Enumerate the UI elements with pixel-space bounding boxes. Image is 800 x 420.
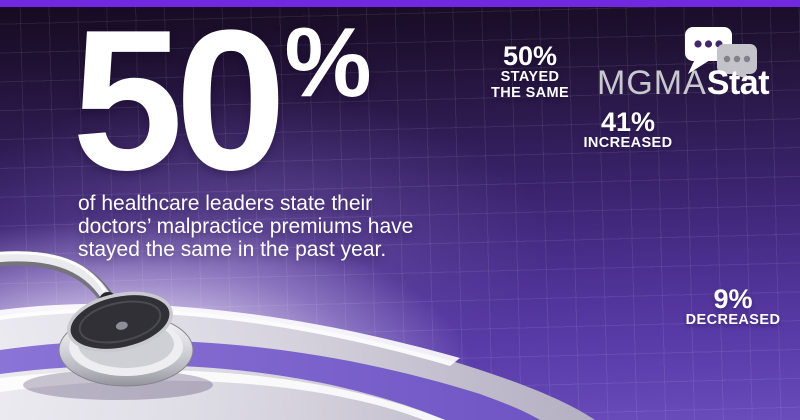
speech-bubbles-icon (685, 27, 757, 81)
logo-product-text: Stat (706, 64, 770, 102)
headline: 50 % of healthcare leaders state their d… (72, 0, 413, 262)
bar-group-stayed-the-same: 50% STAYED THE SAME (455, 42, 605, 385)
bar-increased (595, 158, 661, 385)
headline-subtext-line-1: of healthcare leaders state their (78, 192, 373, 215)
headline-subtext-line-2: doctors’ malpractice premiums have (78, 215, 414, 238)
bar-value-label: 9% (713, 283, 753, 314)
logo-brand-text: MGMA (597, 64, 707, 102)
bar-category-label: DECREASED (685, 311, 781, 328)
bar-category-label: THE SAME (490, 84, 570, 101)
gray-speech-bubble-icon (717, 44, 757, 81)
headline-big-number: 50 (72, 0, 286, 212)
bar-value-label: 50% (502, 41, 558, 71)
headline-subtext: of healthcare leaders state their doctor… (78, 192, 413, 261)
bar-value-label: 41% (600, 106, 656, 137)
bar-category-label: STAYED (500, 69, 560, 85)
top-accent-bar (0, 0, 800, 7)
headline-subtext-line-3: stayed the same in the past year. (78, 238, 387, 261)
mgma-stat-logo: MGMAStat (585, 15, 800, 105)
bar-group-decreased: 9% DECREASED (658, 285, 800, 386)
bar-group-increased: 41% INCREASED (553, 108, 703, 386)
bar-decreased (700, 335, 766, 385)
headline-percent-sign: % (284, 7, 372, 117)
bar-category-label: INCREASED (583, 134, 673, 151)
logo-text: MGMAStat (597, 64, 770, 103)
